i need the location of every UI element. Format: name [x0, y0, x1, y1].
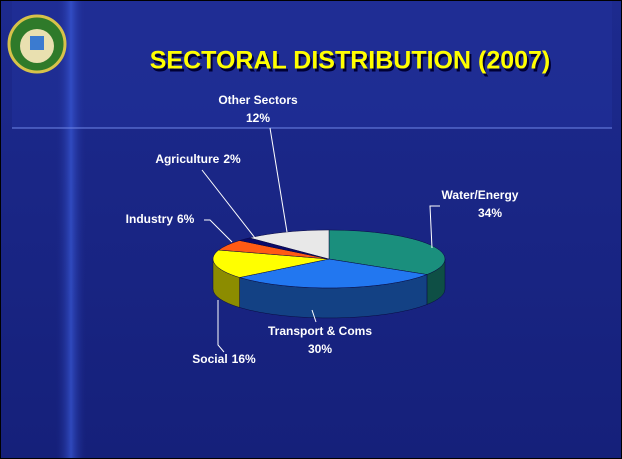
leader-line: [204, 219, 233, 243]
data-label: 30%: [308, 342, 332, 356]
data-label: 34%: [478, 206, 502, 220]
data-label-name: Transport & Coms: [268, 324, 372, 338]
data-label-name: Social: [192, 352, 227, 366]
header-band: [12, 0, 612, 128]
leader-line: [269, 127, 288, 233]
data-label-group: Social 16%: [192, 352, 256, 366]
data-label-group: Industry 6%: [126, 212, 195, 226]
slice: [212, 249, 330, 278]
data-label-name: Other Sectors: [218, 93, 298, 107]
data-label: 12%: [246, 111, 270, 125]
leader-line: [311, 309, 317, 323]
slice: [239, 258, 428, 289]
logo: [7, 14, 67, 74]
leader-line: [217, 300, 225, 353]
data-label-name: Agriculture: [155, 152, 219, 166]
vertical-band: [56, 0, 86, 459]
data-label-name: Industry: [126, 212, 174, 226]
data-label-group: Agriculture 2%: [155, 152, 241, 166]
data-label: 16%: [232, 352, 256, 366]
data-label: 2%: [223, 152, 241, 166]
slice: [249, 229, 330, 260]
leader-line: [201, 169, 256, 239]
data-label: 6%: [177, 212, 195, 226]
chart-title-shadow: SECTORAL DISTRIBUTION (2007): [152, 50, 553, 78]
leader-line: [429, 205, 440, 249]
data-label-name: Water/Energy: [442, 188, 519, 202]
chart-title: SECTORAL DISTRIBUTION (2007): [150, 47, 551, 75]
